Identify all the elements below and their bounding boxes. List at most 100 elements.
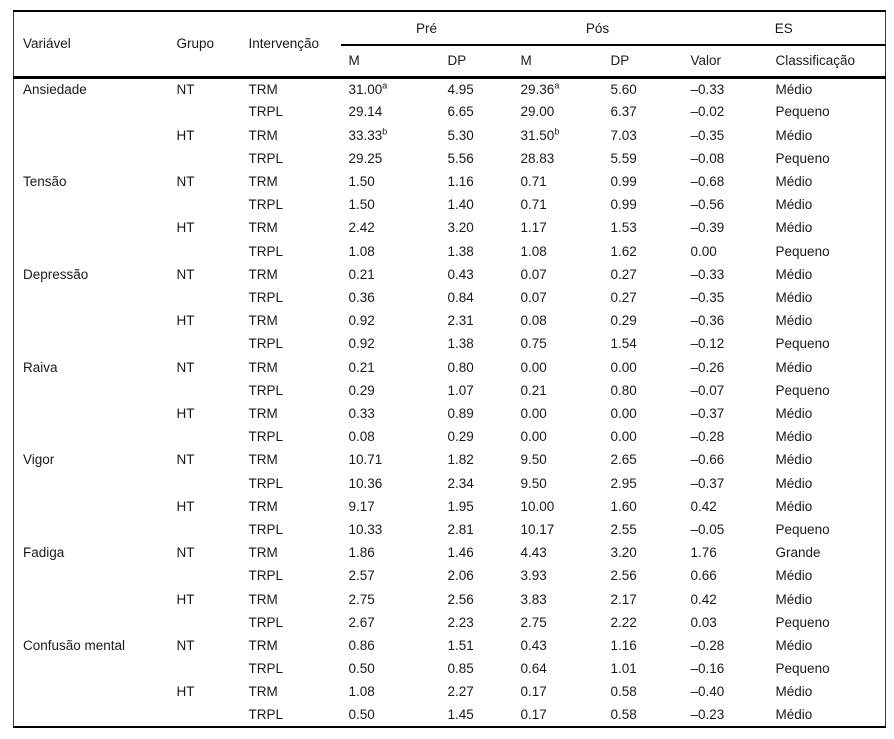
cell-variavel: Depressão <box>23 266 89 282</box>
cell-es-classificacao: Médio <box>775 568 813 584</box>
cell-pos-dp: 5.60 <box>610 81 637 97</box>
cell-es-classificacao: Pequeno <box>775 521 830 537</box>
cell-pos-dp: 5.59 <box>610 150 637 166</box>
cell-es-valor: –0.12 <box>690 336 725 352</box>
cell-intervencao: TRPL <box>248 243 284 259</box>
cell-es-classificacao: Médio <box>775 405 813 421</box>
cell-grupo: NT <box>176 359 195 375</box>
cell-variavel: Ansiedade <box>23 81 87 97</box>
cell-intervencao: TRPL <box>248 429 284 445</box>
cell-intervencao: TRPL <box>248 382 284 398</box>
cell-pre-m: 0.33 <box>348 405 375 421</box>
header-row-sub: M DP M DP Valor Classificação <box>14 45 886 79</box>
cell-pre-m: 1.08 <box>348 684 375 700</box>
cell-pre-dp: 1.40 <box>447 197 474 213</box>
cell-pre-m: 33.33b <box>348 126 388 143</box>
cell-grupo: HT <box>176 684 195 700</box>
col-group-pre: Pré <box>340 11 513 46</box>
cell-grupo <box>169 100 241 123</box>
cell-grupo: HT <box>176 220 195 236</box>
cell-pos-dp: 0.99 <box>610 197 637 213</box>
col-header-pos-dp: DP <box>602 45 683 79</box>
cell-es-valor: –0.35 <box>690 127 725 143</box>
cell-pre-m: 0.29 <box>348 382 375 398</box>
cell-es-classificacao: Médio <box>775 429 813 445</box>
cell-grupo: HT <box>176 127 195 143</box>
cell-variavel <box>14 703 169 727</box>
cell-variavel <box>14 332 169 355</box>
col-header-pre-m: M <box>340 45 440 79</box>
table-row: TRPL 2.57 2.06 3.93 2.56 0.66 Médio <box>14 564 886 587</box>
cell-intervencao: TRPL <box>248 568 284 584</box>
cell-variavel <box>14 123 169 146</box>
cell-pos-m: 0.75 <box>520 336 547 352</box>
cell-variavel <box>14 286 169 309</box>
cell-variavel <box>14 379 169 402</box>
cell-es-classificacao: Pequeno <box>775 661 830 677</box>
cell-es-valor: –0.68 <box>690 173 725 189</box>
table-row: TRPL 0.08 0.29 0.00 0.00 –0.28 Médio <box>14 425 886 448</box>
cell-intervencao: TRM <box>248 173 278 189</box>
cell-pre-dp: 5.30 <box>447 127 474 143</box>
cell-pos-dp: 0.58 <box>610 707 637 723</box>
cell-pre-dp: 1.46 <box>447 545 474 561</box>
cell-es-classificacao: Médio <box>775 173 813 189</box>
cell-es-valor: –0.35 <box>690 289 725 305</box>
superscript-note: b <box>554 126 560 136</box>
cell-intervencao: TRM <box>248 313 278 329</box>
cell-es-valor: –0.28 <box>690 637 725 653</box>
cell-grupo: NT <box>176 545 195 561</box>
table-row: TRPL 0.50 0.85 0.64 1.01 –0.16 Pequeno <box>14 657 886 680</box>
cell-pre-m: 1.50 <box>348 197 375 213</box>
cell-pre-m: 2.75 <box>348 591 375 607</box>
cell-pre-dp: 1.51 <box>447 637 474 653</box>
cell-pre-dp: 2.81 <box>447 521 474 537</box>
superscript-note: a <box>554 80 560 91</box>
cell-pos-m: 0.71 <box>520 197 547 213</box>
cell-es-valor: –0.37 <box>690 405 725 421</box>
cell-pre-m: 0.21 <box>348 359 375 375</box>
table-row: TRPL 0.50 1.45 0.17 0.58 –0.23 Médio <box>14 703 886 727</box>
cell-grupo <box>169 518 241 541</box>
cell-grupo <box>169 286 241 309</box>
table-row: TRPL 0.29 1.07 0.21 0.80 –0.07 Pequeno <box>14 379 886 402</box>
cell-pos-m: 0.07 <box>520 266 547 282</box>
cell-grupo <box>169 379 241 402</box>
cell-pre-dp: 1.38 <box>447 336 474 352</box>
table-row: TRPL 0.92 1.38 0.75 1.54 –0.12 Pequeno <box>14 332 886 355</box>
cell-variavel <box>14 587 169 610</box>
cell-es-valor: 0.66 <box>690 568 717 584</box>
cell-pos-dp: 0.58 <box>610 684 637 700</box>
cell-pre-m: 29.14 <box>348 104 383 120</box>
cell-pos-dp: 1.60 <box>610 498 637 514</box>
cell-es-classificacao: Médio <box>775 498 813 514</box>
table-row: HT TRM 1.08 2.27 0.17 0.58 –0.40 Médio <box>14 680 886 703</box>
cell-pre-dp: 1.45 <box>447 707 474 723</box>
cell-pos-m: 1.17 <box>520 220 547 236</box>
cell-pre-dp: 0.80 <box>447 359 474 375</box>
cell-grupo <box>169 193 241 216</box>
cell-variavel <box>14 680 169 703</box>
cell-variavel <box>14 495 169 518</box>
cell-es-classificacao: Pequeno <box>775 243 830 259</box>
cell-variavel <box>14 193 169 216</box>
cell-pos-dp: 2.55 <box>610 521 637 537</box>
cell-pre-dp: 0.89 <box>447 405 474 421</box>
cell-intervencao: TRM <box>248 637 278 653</box>
cell-pre-m: 10.33 <box>348 521 383 537</box>
cell-pre-m: 31.00a <box>348 80 388 97</box>
cell-pos-dp: 0.27 <box>610 289 637 305</box>
cell-grupo: NT <box>176 452 195 468</box>
col-group-es: ES <box>682 11 886 46</box>
table-row: HT TRM 9.17 1.95 10.00 1.60 0.42 Médio <box>14 495 886 518</box>
cell-es-classificacao: Médio <box>775 81 813 97</box>
cell-grupo <box>169 657 241 680</box>
cell-es-classificacao: Médio <box>775 313 813 329</box>
cell-pre-dp: 1.38 <box>447 243 474 259</box>
cell-pos-m: 31.50b <box>520 126 560 143</box>
cell-es-classificacao: Médio <box>775 475 813 491</box>
cell-pos-dp: 1.16 <box>610 637 637 653</box>
cell-es-classificacao: Médio <box>775 289 813 305</box>
cell-pre-dp: 1.07 <box>447 382 474 398</box>
cell-intervencao: TRM <box>248 266 278 282</box>
